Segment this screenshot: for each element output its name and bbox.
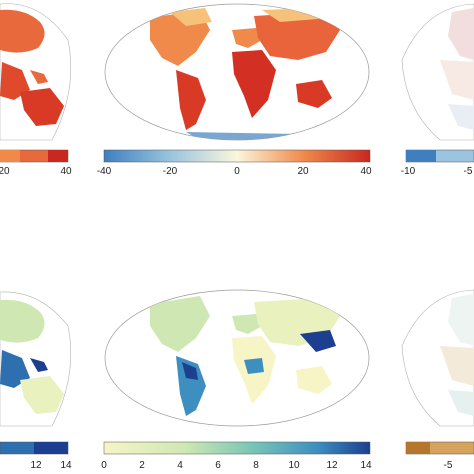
tick-label: -20 bbox=[163, 166, 178, 177]
tick-label: 8 bbox=[253, 460, 259, 471]
tick-label: 14 bbox=[60, 460, 72, 471]
tick-label: -10 bbox=[401, 166, 416, 177]
tick-label: -40 bbox=[97, 166, 112, 177]
map-bottom-right bbox=[401, 289, 474, 427]
tick-label: 6 bbox=[215, 460, 221, 471]
tick-label: 2 bbox=[139, 460, 145, 471]
colorbar-bottom-left: 12 14 bbox=[0, 441, 72, 471]
map-top-center bbox=[104, 3, 370, 141]
colorbar-top-center: -40 -20 0 20 40 bbox=[97, 149, 372, 177]
tick-label: -5 bbox=[444, 460, 453, 471]
colorbar-top-left: 20 40 bbox=[0, 149, 72, 177]
colorbar-top-right: -10 -5 bbox=[401, 149, 474, 177]
tick-label: 4 bbox=[177, 460, 183, 471]
map-bottom-left bbox=[0, 291, 72, 427]
tick-label: 14 bbox=[360, 460, 372, 471]
map-top-right bbox=[401, 3, 474, 141]
map-bottom-center bbox=[104, 289, 370, 427]
tick-label: 0 bbox=[234, 166, 240, 177]
tick-label: 12 bbox=[326, 460, 338, 471]
tick-label: 12 bbox=[30, 460, 42, 471]
tick-label: 20 bbox=[0, 166, 10, 177]
tick-label: 20 bbox=[297, 166, 309, 177]
tick-label: 10 bbox=[288, 460, 300, 471]
tick-label: 40 bbox=[360, 166, 372, 177]
colorbar-bottom-center: 0 2 4 6 8 10 12 14 bbox=[101, 441, 372, 471]
tick-label: 0 bbox=[101, 460, 107, 471]
tick-label: 40 bbox=[60, 166, 72, 177]
colorbar-bottom-right: -5 bbox=[405, 441, 474, 471]
tick-label: -5 bbox=[464, 166, 473, 177]
map-top-left bbox=[0, 3, 72, 141]
